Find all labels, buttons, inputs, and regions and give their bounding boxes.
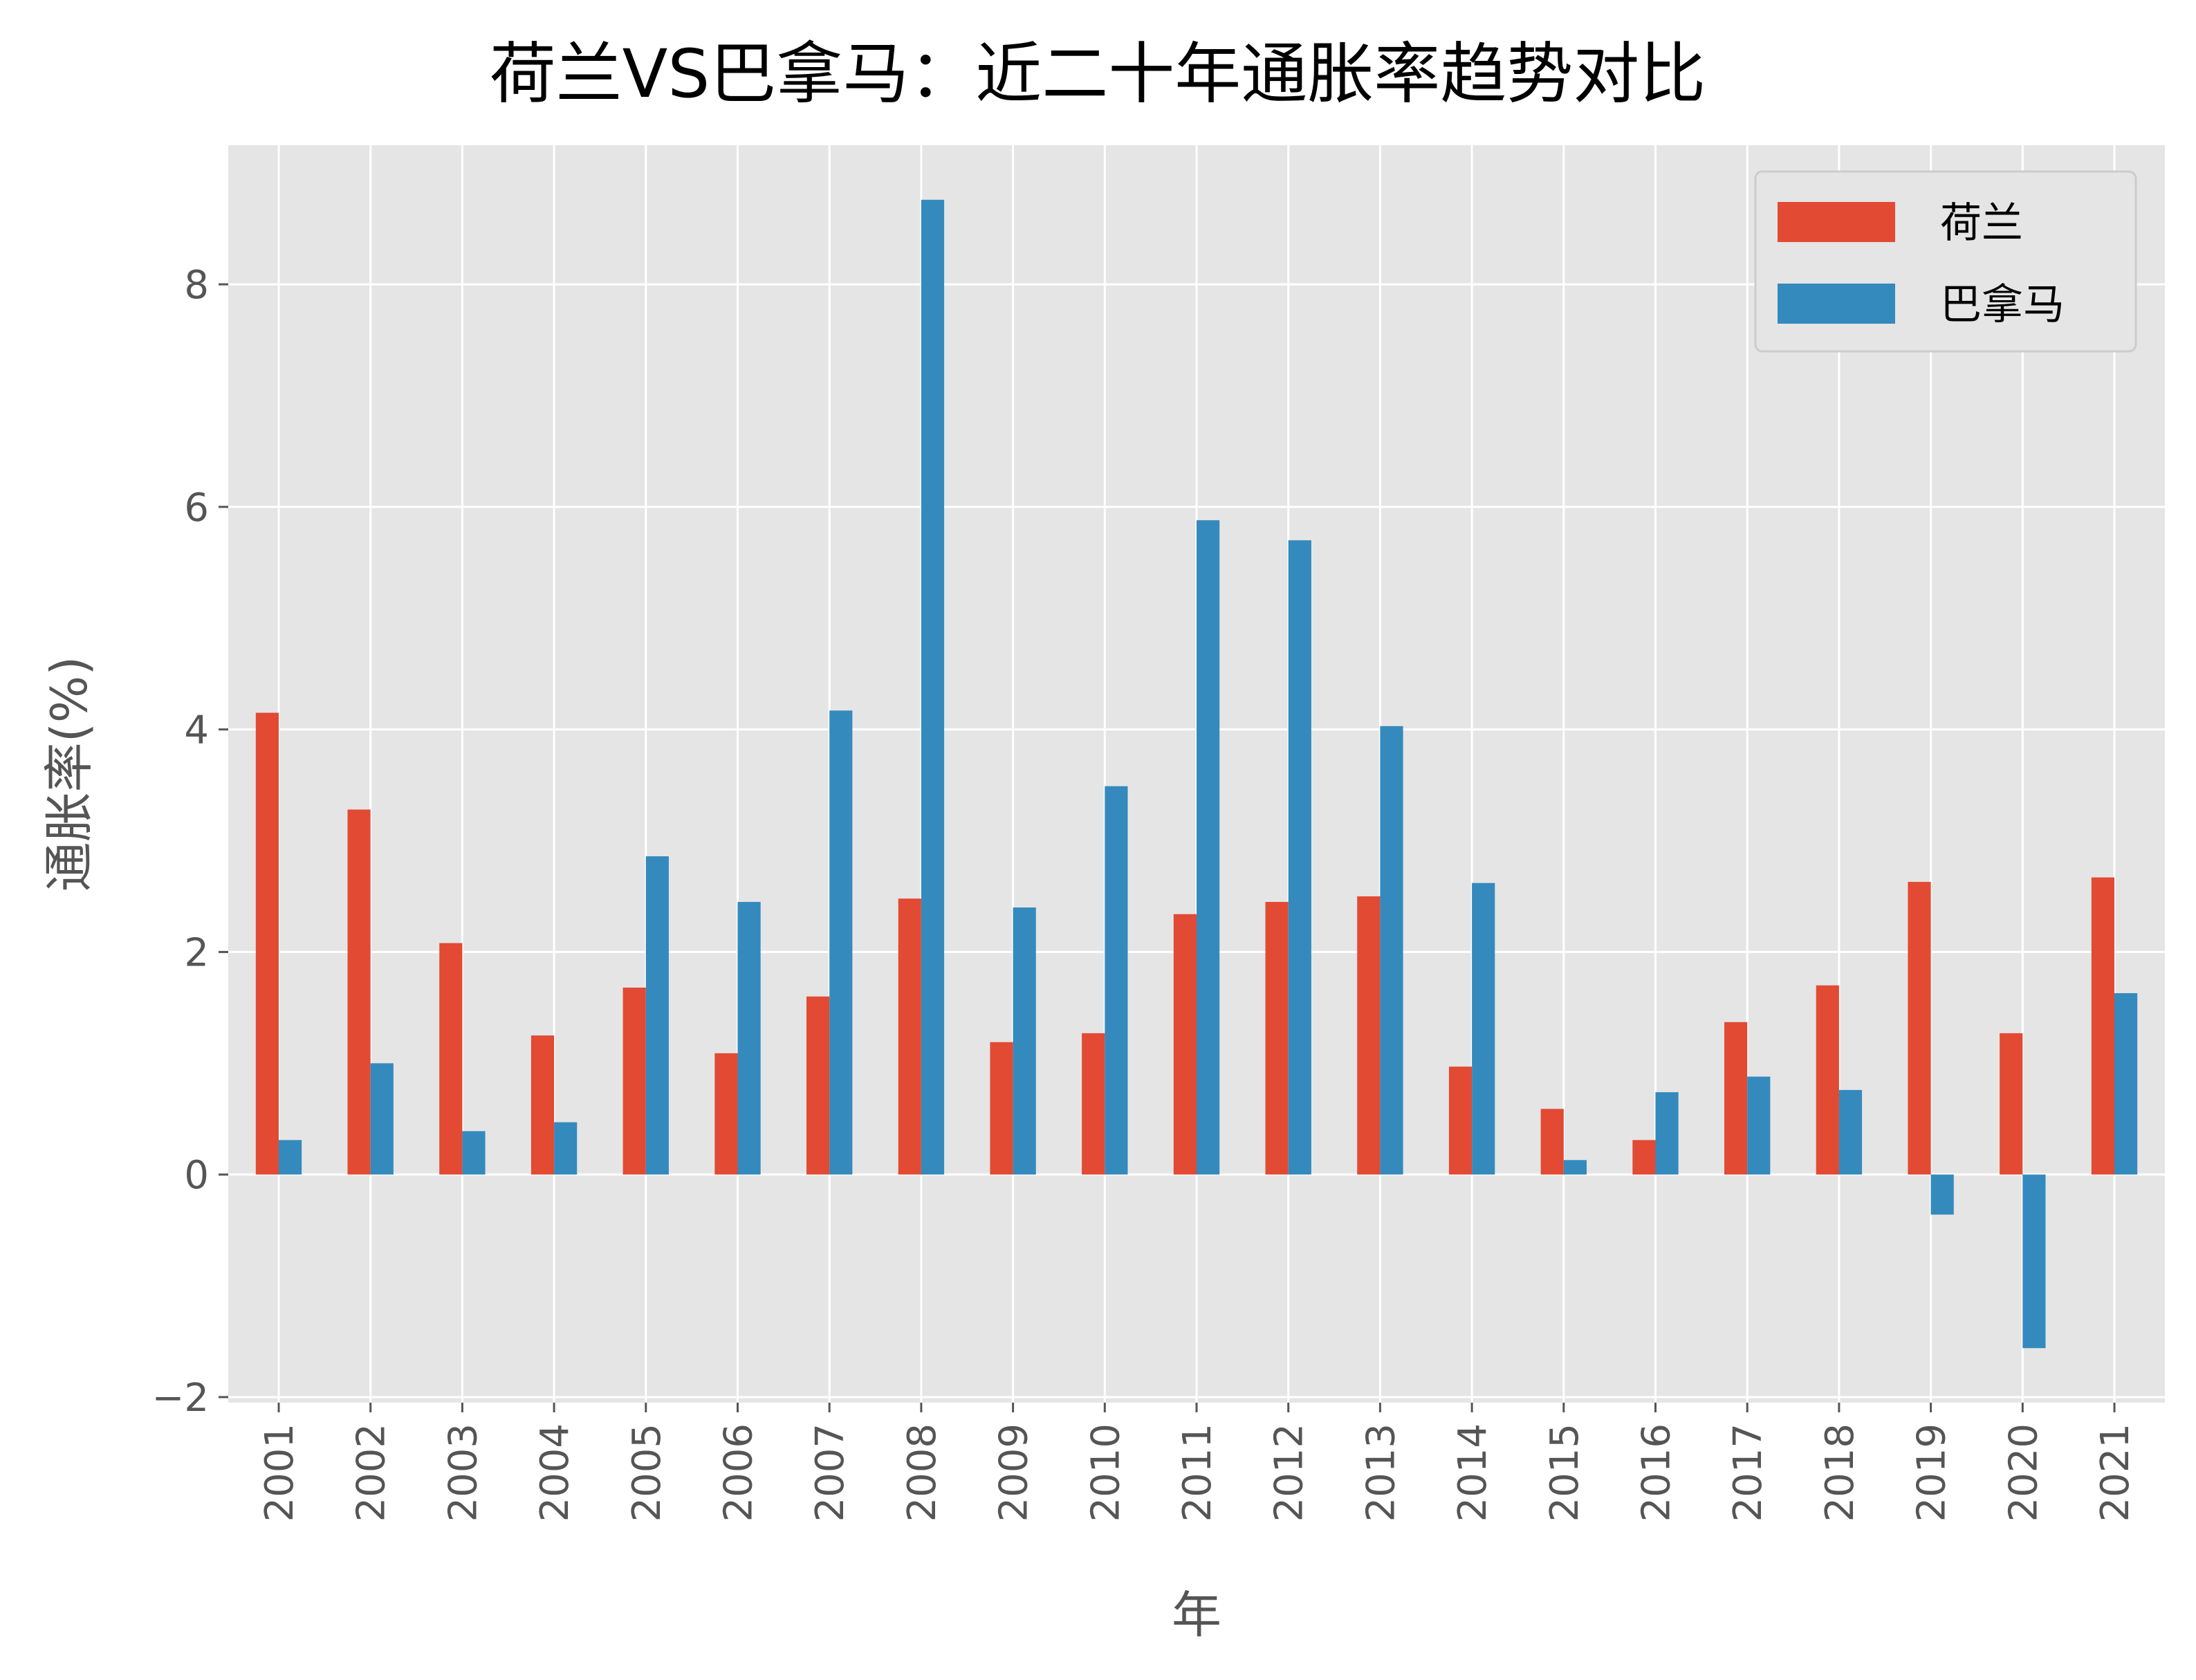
x-tick-label: 2014 [1450,1423,1495,1522]
bar-netherlands-2007 [806,996,830,1175]
legend-swatch-panama [1778,284,1895,324]
x-tick-label: 2019 [1910,1423,1955,1522]
bar-panama-2009 [1013,907,1036,1175]
bar-netherlands-2001 [255,712,279,1175]
bars [255,199,2138,1349]
bar-panama-2006 [737,902,761,1175]
bar-netherlands-2015 [1540,1109,1564,1175]
y-tick-label: 4 [184,708,209,753]
x-tick-label: 2006 [716,1423,761,1522]
y-tick-label: −2 [151,1376,209,1421]
bar-panama-2020 [2022,1174,2046,1349]
bar-panama-2015 [1563,1160,1587,1175]
x-tick-label: 2009 [992,1423,1037,1522]
x-tick-label: 2010 [1083,1423,1128,1522]
x-tick-label: 2008 [900,1423,945,1522]
bar-panama-2012 [1288,540,1311,1175]
bar-netherlands-2009 [990,1042,1013,1175]
x-tick-label: 2020 [2001,1423,2046,1522]
x-tick-label: 2003 [441,1423,486,1522]
x-axis-ticks: 2001 2002 2003 2004 2005 2006 2007 2008 2009 2010… [257,1403,2138,1522]
x-tick-label: 2005 [625,1423,670,1522]
y-tick-label: 0 [184,1153,209,1198]
y-tick-label: 2 [184,930,209,975]
x-tick-label: 2007 [808,1423,853,1522]
bar-netherlands-2021 [2091,877,2115,1175]
bar-panama-2021 [2114,993,2138,1175]
bar-panama-2008 [921,199,945,1175]
bar-panama-2002 [370,1063,394,1175]
bar-netherlands-2017 [1724,1022,1748,1175]
bar-netherlands-2006 [714,1053,738,1175]
x-tick-label: 2011 [1175,1423,1220,1522]
bar-netherlands-2016 [1632,1140,1656,1175]
bar-netherlands-2002 [347,809,371,1175]
y-axis-ticks: −2 0 2 4 6 8 [151,263,228,1421]
legend-label-panama: 巴拿马 [1940,281,2065,329]
bar-panama-2005 [645,856,669,1175]
x-tick-label: 2021 [2093,1423,2138,1522]
bar-panama-2010 [1105,786,1128,1175]
chart-title: 荷兰VS巴拿马：近二十年通胀率趋势对比 [490,35,1706,113]
bar-panama-2014 [1472,883,1495,1175]
x-tick-label: 2004 [533,1423,578,1522]
legend-swatch-netherlands [1778,202,1895,242]
legend-label-netherlands: 荷兰 [1940,199,2023,248]
bar-netherlands-2011 [1173,914,1197,1175]
x-tick-label: 2018 [1818,1423,1863,1522]
bar-netherlands-2005 [622,987,646,1175]
legend: 荷兰 巴拿马 [1754,170,2137,353]
bar-netherlands-2019 [1908,882,1931,1175]
x-tick-label: 2015 [1542,1423,1587,1522]
bar-panama-2018 [1838,1089,1863,1175]
bar-netherlands-2013 [1357,896,1381,1175]
x-tick-label: 2013 [1358,1423,1403,1522]
bar-panama-2007 [829,710,853,1175]
bar-netherlands-2020 [2000,1033,2023,1175]
bar-netherlands-2010 [1082,1033,1105,1175]
bar-panama-2003 [462,1131,486,1175]
bar-netherlands-2014 [1448,1067,1473,1175]
x-tick-label: 2001 [257,1423,302,1522]
y-tick-label: 6 [184,486,209,530]
bar-panama-2004 [554,1122,578,1175]
bar-panama-2013 [1380,726,1403,1175]
bar-panama-2001 [278,1140,302,1175]
bar-netherlands-2018 [1816,985,1839,1175]
bar-panama-2016 [1655,1092,1679,1175]
x-tick-label: 2016 [1634,1423,1679,1522]
bar-netherlands-2012 [1265,902,1289,1175]
bar-netherlands-2003 [439,943,463,1175]
bar-netherlands-2004 [530,1035,555,1175]
bar-panama-2011 [1197,520,1220,1175]
bar-netherlands-2008 [898,898,921,1175]
x-tick-label: 2017 [1726,1423,1771,1522]
y-axis-label: 通胀率(%) [40,656,98,892]
bar-panama-2017 [1747,1076,1771,1175]
x-tick-label: 2012 [1267,1423,1312,1522]
x-axis-label: 年 [1172,1586,1221,1644]
bar-panama-2019 [1930,1174,1954,1215]
x-tick-label: 2002 [349,1423,394,1522]
y-tick-label: 8 [184,263,209,308]
